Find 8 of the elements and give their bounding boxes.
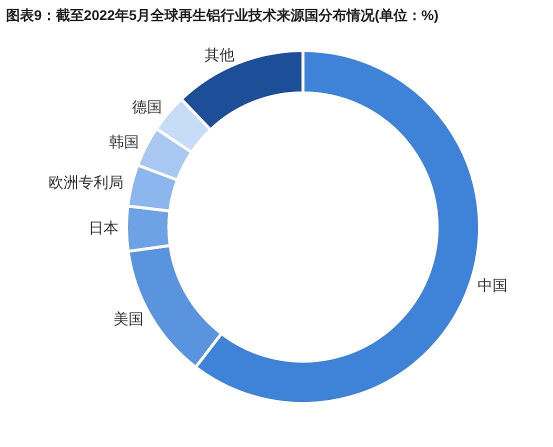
slice-label: 其他: [204, 46, 235, 64]
slice-label: 韩国: [108, 134, 139, 151]
slice-label: 中国: [478, 277, 508, 294]
slice-label: 欧洲专利局: [48, 174, 124, 192]
slice-label: 日本: [88, 220, 119, 237]
chart-title: 图表9：截至2022年5月全球再生铝行业技术来源国分布情况(单位：%): [6, 6, 438, 23]
slice-label: 美国: [114, 311, 144, 328]
slice-label: 德国: [132, 99, 162, 116]
